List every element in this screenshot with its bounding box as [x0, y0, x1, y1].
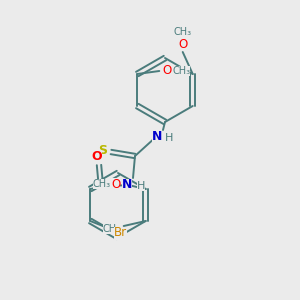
- Text: O: O: [163, 64, 172, 77]
- Text: CH₃: CH₃: [93, 179, 111, 189]
- Text: O: O: [178, 38, 187, 50]
- Text: CH₃: CH₃: [174, 27, 192, 37]
- Text: N: N: [152, 130, 162, 142]
- Text: CH₃: CH₃: [172, 66, 190, 76]
- Text: CH₃: CH₃: [103, 224, 121, 234]
- Text: H: H: [137, 181, 145, 191]
- Text: O: O: [111, 178, 120, 190]
- Text: N: N: [122, 178, 132, 191]
- Text: Br: Br: [114, 226, 127, 239]
- Text: O: O: [92, 151, 102, 164]
- Text: H: H: [165, 133, 173, 143]
- Text: S: S: [98, 143, 107, 157]
